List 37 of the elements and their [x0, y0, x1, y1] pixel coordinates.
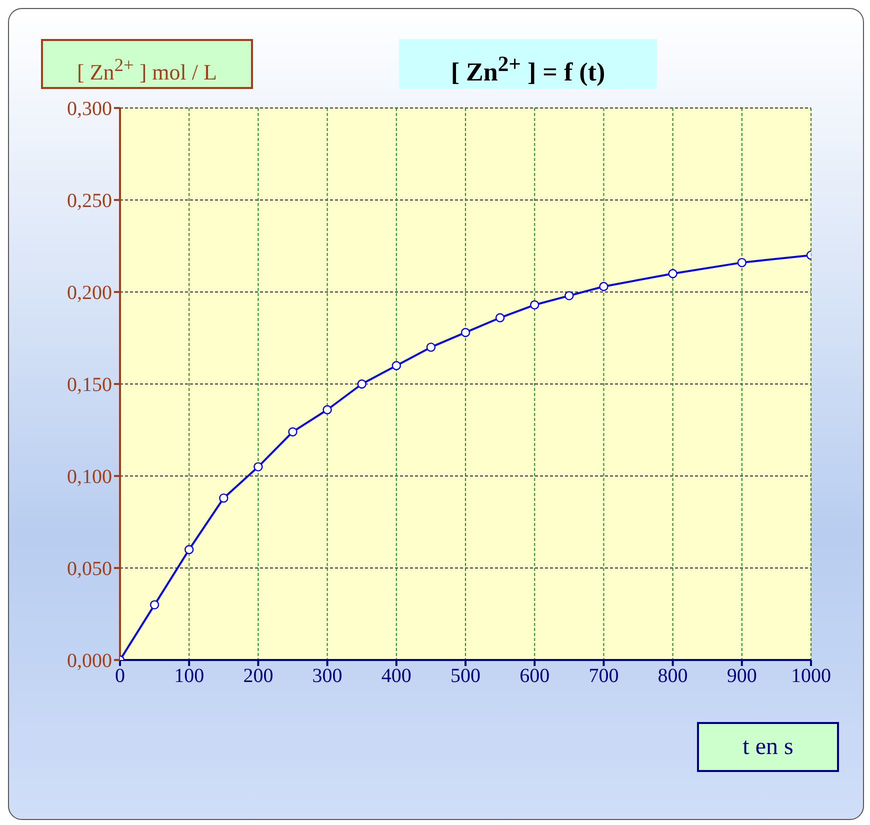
y-tick-label: 0,250 — [67, 190, 112, 212]
point — [495, 313, 505, 322]
y-axis-title: [ Zn$^{2+}$ ] mol / L — [41, 39, 253, 89]
point — [184, 545, 194, 554]
point — [426, 342, 436, 352]
point — [564, 291, 574, 300]
x-tick-label: 1000 — [791, 665, 831, 688]
y-tick-label: 0,200 — [67, 282, 112, 304]
point — [530, 300, 540, 310]
point — [737, 258, 746, 268]
point — [288, 427, 298, 436]
chart-title: [ Zn$^{2+}$ ] = f (t) — [399, 39, 657, 89]
y-tick-label: 0,150 — [67, 374, 112, 396]
x-tick-label: 700 — [588, 665, 619, 688]
x-tick-label: 900 — [726, 665, 757, 688]
y-tick-label: 0,050 — [67, 558, 112, 580]
x-tick-label: 500 — [450, 665, 480, 688]
point — [150, 600, 160, 610]
x-tick-label: 600 — [520, 665, 550, 688]
y-tick-label: 0,000 — [67, 650, 112, 672]
x-tick-label: 200 — [243, 665, 274, 688]
point — [322, 405, 332, 414]
point — [219, 493, 228, 503]
x-tick-label: 100 — [174, 665, 204, 688]
x-tick-label: 300 — [312, 665, 342, 688]
point — [357, 379, 366, 389]
point — [599, 282, 608, 292]
x-tick-label: 400 — [381, 665, 412, 688]
y-tick-label: 0,300 — [67, 98, 112, 120]
x-tick-label: 800 — [658, 665, 688, 688]
point — [460, 328, 470, 338]
point — [668, 269, 678, 278]
x-axis-title: t en s — [697, 722, 839, 772]
x-tick-label: 0 — [115, 665, 125, 688]
point — [254, 462, 263, 472]
point — [392, 361, 401, 370]
y-tick-label: 0,100 — [67, 466, 112, 488]
